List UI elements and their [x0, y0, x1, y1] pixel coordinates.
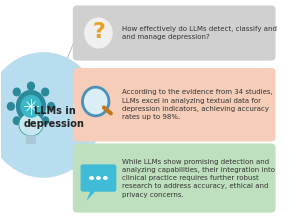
Ellipse shape: [20, 95, 42, 118]
Ellipse shape: [47, 102, 55, 111]
Text: According to the evidence from 34 studies,
LLMs excel in analyzing textual data : According to the evidence from 34 studie…: [122, 89, 273, 120]
Circle shape: [89, 176, 94, 180]
Text: While LLMs show promising detection and
analyzing capabilities, their integratio: While LLMs show promising detection and …: [122, 159, 275, 197]
Ellipse shape: [41, 116, 49, 125]
FancyBboxPatch shape: [73, 143, 275, 213]
FancyBboxPatch shape: [26, 135, 36, 144]
FancyBboxPatch shape: [73, 5, 275, 61]
Ellipse shape: [7, 102, 15, 111]
Ellipse shape: [0, 52, 101, 178]
Ellipse shape: [27, 122, 35, 131]
Ellipse shape: [82, 87, 109, 116]
Ellipse shape: [27, 82, 35, 90]
Circle shape: [96, 176, 101, 180]
Ellipse shape: [13, 87, 21, 96]
FancyBboxPatch shape: [73, 68, 275, 141]
Ellipse shape: [84, 18, 113, 49]
Ellipse shape: [16, 90, 46, 123]
FancyBboxPatch shape: [81, 164, 116, 192]
Ellipse shape: [41, 87, 49, 96]
Text: How effectively do LLMs detect, classify and
and manage depression?: How effectively do LLMs detect, classify…: [122, 26, 277, 40]
Text: LLMs in
depression: LLMs in depression: [24, 105, 85, 129]
Polygon shape: [86, 189, 97, 201]
Ellipse shape: [19, 113, 43, 136]
Ellipse shape: [13, 116, 21, 125]
Circle shape: [103, 176, 108, 180]
Text: ?: ?: [92, 22, 105, 42]
